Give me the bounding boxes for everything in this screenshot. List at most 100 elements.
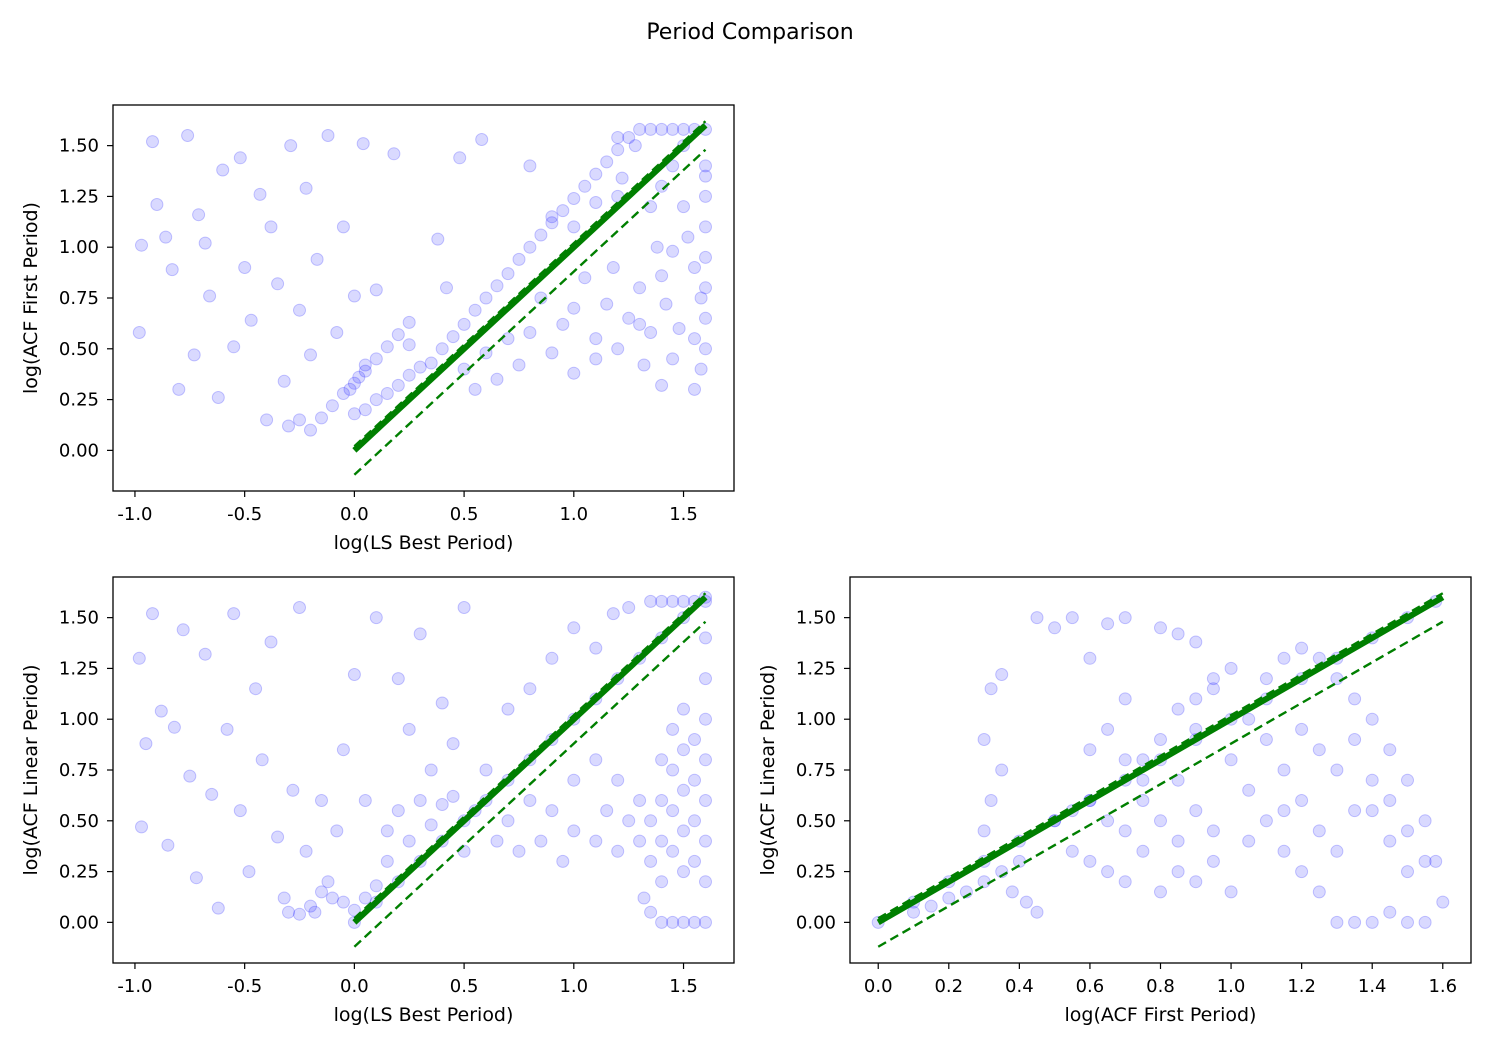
chart-0-point — [172, 382, 186, 396]
chart-2-point — [1312, 885, 1326, 899]
chart-2-point — [1171, 865, 1185, 879]
chart-1-point — [277, 891, 291, 905]
chart-2-y-tick-label: 1.25 — [796, 658, 836, 679]
chart-2-point — [1242, 712, 1256, 726]
chart-1-point — [622, 601, 636, 614]
chart-2-point — [1083, 854, 1097, 868]
chart-2-x-tick-label: 0.2 — [934, 976, 963, 997]
chart-0-point — [523, 240, 537, 254]
chart-2-point — [1083, 651, 1097, 665]
chart-0-x-tick-label: 0.0 — [340, 504, 369, 525]
chart-2-y-axis-label: log(ACF Linear Period) — [757, 664, 779, 875]
chart-1-point — [249, 682, 263, 696]
chart-0-point — [655, 269, 669, 283]
chart-1-point — [315, 794, 328, 807]
chart-2-point — [1295, 641, 1309, 655]
chart-1-point — [391, 804, 405, 818]
chart-2-point — [1083, 743, 1097, 757]
chart-1-point — [666, 915, 680, 929]
chart-2-point — [1330, 915, 1344, 929]
chart-2-y-tick-label: 0.00 — [796, 912, 836, 933]
chart-0-point — [611, 131, 625, 144]
chart-1-point — [655, 794, 669, 807]
chart-1-point — [666, 763, 680, 777]
chart-0-plot-area — [132, 120, 712, 476]
chart-1-point — [677, 594, 690, 608]
chart-2-point — [1312, 743, 1326, 757]
chart-0-point — [545, 216, 559, 230]
chart-1-point — [189, 871, 203, 885]
chart-2-point — [1330, 763, 1344, 777]
chart-2-point — [1118, 753, 1132, 767]
chart-1-point — [282, 905, 295, 919]
chart-0-point — [187, 348, 201, 362]
chart-0-y-tick-label: 1.50 — [59, 136, 99, 157]
chart-1-point — [633, 834, 647, 848]
chart-0-point — [677, 200, 690, 214]
chart-1-x-tick-label: 0.5 — [450, 976, 479, 997]
chart-2-point — [1295, 722, 1309, 736]
chart-1-point — [358, 891, 372, 905]
chart-1-point — [699, 712, 712, 726]
chart-0-point — [457, 317, 471, 331]
chart-2-point — [1189, 692, 1203, 706]
chart-0-point — [402, 368, 416, 382]
chart-2-point — [995, 763, 1009, 777]
chart-0-point — [271, 277, 285, 291]
chart-0-point — [556, 317, 570, 331]
chart-1-point — [413, 627, 427, 641]
chart-1-point — [644, 814, 658, 828]
chart-2-point — [1418, 915, 1432, 929]
chart-0-x-tick-label: 1.0 — [559, 504, 588, 525]
chart-0-point — [264, 220, 278, 234]
chart-0-point — [633, 122, 647, 136]
chart-1-point — [358, 794, 372, 807]
chart-2-point — [1383, 834, 1397, 848]
chart-1-point — [330, 824, 344, 838]
chart-0-point — [479, 291, 493, 305]
chart-0-point — [336, 387, 350, 400]
chart-2-point — [1118, 875, 1132, 889]
chart-2-point — [1348, 733, 1362, 746]
chart-0-point — [666, 244, 680, 258]
chart-0-point — [468, 303, 482, 317]
chart-0-y-tick-label: 0.00 — [59, 440, 99, 461]
chart-2-y-tick-label: 0.25 — [796, 862, 836, 883]
chart-2-point — [984, 682, 998, 696]
chart-1-x-tick-label: 1.5 — [669, 976, 698, 997]
chart-0-point — [165, 263, 179, 277]
chart-2-point — [1005, 885, 1019, 899]
chart-0-dashed-line — [353, 148, 707, 476]
chart-0-point — [534, 228, 548, 242]
chart-1-point — [271, 830, 285, 844]
chart-2-point — [1224, 661, 1238, 675]
chart-1-point — [380, 824, 394, 838]
chart-1-point — [402, 722, 416, 736]
chart-2-point — [1118, 824, 1132, 838]
chart-0-y-tick-label: 0.50 — [59, 339, 99, 360]
chart-2-y-tick-label: 1.00 — [796, 709, 836, 730]
chart-0-point — [244, 313, 258, 327]
chart-2-point — [1418, 854, 1432, 868]
chart-1-point — [677, 915, 690, 929]
chart-0-point — [159, 230, 173, 244]
chart-0-point — [391, 328, 405, 342]
chart-2-point — [1065, 611, 1079, 625]
chart-0-point — [523, 159, 537, 173]
chart-1-point — [611, 844, 625, 858]
chart-1-point — [132, 651, 146, 665]
chart-0-point — [277, 374, 291, 388]
chart-0-point — [699, 159, 712, 173]
chart-0-point — [369, 283, 383, 297]
chart-1-point — [227, 607, 241, 621]
chart-1-x-tick-label: -1.0 — [117, 976, 152, 997]
chart-2-point — [1224, 885, 1238, 899]
figure-title: Period Comparison — [646, 20, 853, 45]
chart-0-point — [578, 271, 592, 285]
chart-1-x-tick-label: -0.5 — [227, 976, 262, 997]
chart-0-point — [358, 403, 372, 417]
chart-2-point — [1259, 733, 1273, 746]
chart-1-point — [655, 834, 669, 848]
